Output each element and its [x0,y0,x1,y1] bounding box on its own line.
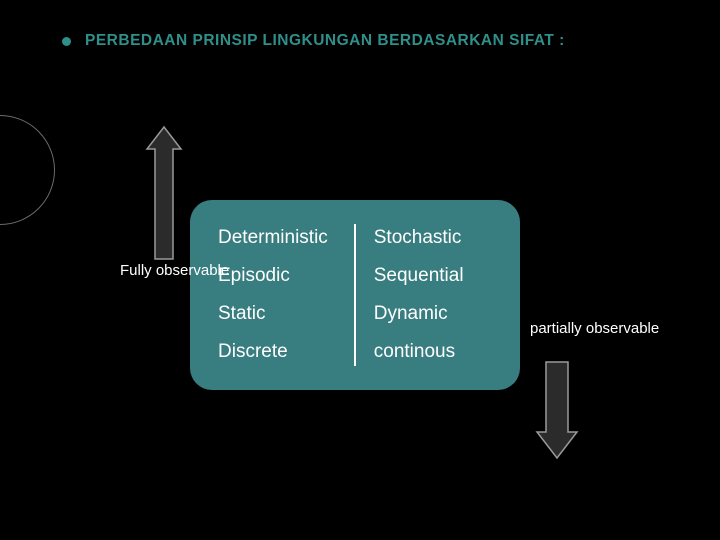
right-column: Stochastic Sequential Dynamic continous [356,224,492,366]
list-item: Dynamic [374,303,492,325]
left-column: Deterministic Episodic Static Discrete [218,224,354,366]
content-box: Deterministic Episodic Static Discrete S… [190,200,520,390]
decorative-circle [0,115,55,225]
label-partially-observable: partially observable [530,320,659,337]
label-fully-observable: Fully observable [120,262,229,279]
slide: PERBEDAAN PRINSIP LINGKUNGAN BERDASARKAN… [0,0,720,540]
list-item: Sequential [374,265,492,287]
arrow-down-icon [535,360,579,460]
slide-title: PERBEDAAN PRINSIP LINGKUNGAN BERDASARKAN… [85,32,565,50]
list-item: Discrete [218,341,336,363]
list-item: continous [374,341,492,363]
list-item: Deterministic [218,227,336,249]
list-item: Static [218,303,336,325]
list-item: Episodic [218,265,336,287]
arrow-up-icon [145,125,183,261]
title-row: PERBEDAAN PRINSIP LINGKUNGAN BERDASARKAN… [62,32,565,50]
bullet-icon [62,37,71,46]
list-item: Stochastic [374,227,492,249]
